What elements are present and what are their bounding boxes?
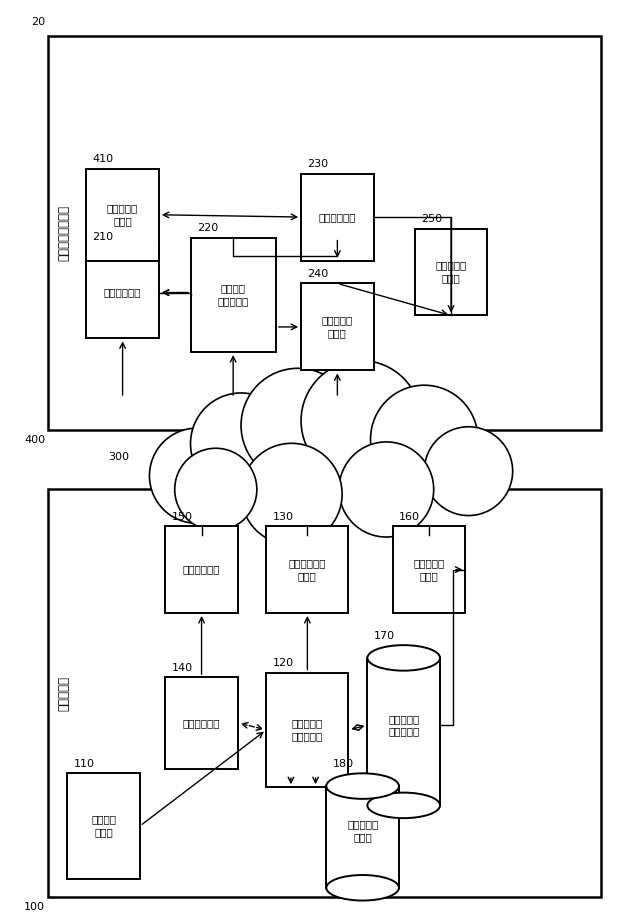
- Bar: [191, 237, 276, 352]
- Text: サーバ装置: サーバ装置: [58, 675, 70, 711]
- Ellipse shape: [371, 385, 478, 493]
- Text: 文書提供
設定部: 文書提供 設定部: [91, 815, 116, 837]
- Ellipse shape: [241, 369, 355, 482]
- Text: 120: 120: [273, 658, 294, 668]
- Text: クライアント装置: クライアント装置: [58, 205, 70, 261]
- Ellipse shape: [326, 875, 399, 901]
- Bar: [67, 773, 140, 879]
- Text: 110: 110: [74, 759, 95, 769]
- Ellipse shape: [339, 442, 434, 537]
- Text: 160: 160: [399, 512, 420, 521]
- Ellipse shape: [367, 793, 440, 818]
- Text: 20: 20: [31, 17, 45, 27]
- Ellipse shape: [150, 428, 244, 523]
- Bar: [301, 284, 374, 371]
- Ellipse shape: [424, 427, 513, 516]
- Bar: [49, 490, 601, 897]
- Text: 文書提供通知
送信部: 文書提供通知 送信部: [289, 558, 326, 581]
- Ellipse shape: [326, 773, 399, 799]
- Bar: [165, 526, 238, 614]
- Ellipse shape: [301, 360, 421, 481]
- Text: 文書提供
通知受信部: 文書提供 通知受信部: [218, 284, 249, 306]
- Bar: [415, 228, 488, 315]
- Bar: [266, 673, 348, 787]
- Bar: [86, 247, 159, 338]
- Bar: [86, 169, 159, 261]
- Text: 文書データ
保持部: 文書データ 保持部: [347, 820, 378, 842]
- Text: トレイ表示
管理部: トレイ表示 管理部: [107, 203, 138, 226]
- Text: 180: 180: [333, 759, 354, 769]
- Text: 文書データ
送信部: 文書データ 送信部: [413, 558, 445, 581]
- Ellipse shape: [367, 645, 440, 671]
- Text: 300: 300: [108, 453, 129, 462]
- Text: 130: 130: [273, 512, 294, 521]
- Bar: [266, 526, 348, 614]
- Bar: [367, 658, 440, 806]
- Bar: [49, 36, 601, 430]
- Text: トレイ受信部: トレイ受信部: [104, 287, 141, 298]
- Text: トレイ処理部: トレイ処理部: [319, 213, 356, 222]
- Text: 220: 220: [197, 223, 218, 233]
- Bar: [301, 174, 374, 261]
- Text: トレイ送信部: トレイ送信部: [183, 565, 220, 575]
- Text: 400: 400: [24, 434, 45, 444]
- Text: 240: 240: [307, 269, 328, 279]
- Text: トレイ関連
付け管理部: トレイ関連 付け管理部: [292, 719, 323, 741]
- Bar: [326, 786, 399, 888]
- Text: 文書データ
出力部: 文書データ 出力部: [435, 261, 467, 284]
- Text: 210: 210: [93, 232, 114, 242]
- Text: 140: 140: [172, 663, 193, 673]
- Bar: [393, 526, 465, 614]
- Text: 文書データ
取得部: 文書データ 取得部: [322, 315, 353, 338]
- Text: 170: 170: [374, 630, 395, 640]
- Text: 250: 250: [421, 214, 442, 224]
- Bar: [165, 677, 238, 769]
- Text: 150: 150: [172, 512, 193, 521]
- Text: 230: 230: [307, 159, 328, 169]
- Text: トレイ関連
付け保持部: トレイ関連 付け保持部: [388, 714, 419, 736]
- Ellipse shape: [191, 393, 292, 494]
- Text: トレイ作成部: トレイ作成部: [183, 718, 220, 728]
- Ellipse shape: [241, 444, 342, 545]
- Text: 100: 100: [24, 902, 45, 911]
- Ellipse shape: [175, 448, 257, 530]
- Text: 410: 410: [93, 154, 114, 164]
